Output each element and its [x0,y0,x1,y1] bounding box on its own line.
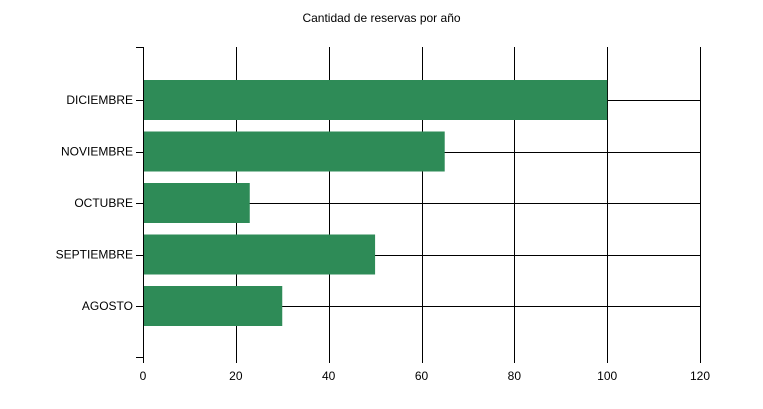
x-tick-label: 60 [415,369,429,383]
bar [144,234,376,275]
y-tick-label: AGOSTO [82,299,133,313]
x-tick-label: 0 [140,369,147,383]
x-tick-label: 120 [690,369,710,383]
x-tick-label: 80 [508,369,522,383]
x-tick-label: 40 [322,369,336,383]
y-tick-label: OCTUBRE [74,196,133,210]
y-tick-label: SEPTIEMBRE [56,248,133,262]
y-tick-label: NOVIEMBRE [61,145,133,159]
bar [144,286,283,326]
bar [144,131,445,172]
x-tick-label: 20 [229,369,243,383]
bar [144,80,608,120]
y-tick-label: DICIEMBRE [66,93,133,107]
bar [144,183,250,223]
x-tick-label: 100 [597,369,617,383]
chart-title: Cantidad de reservas por año [302,11,461,25]
